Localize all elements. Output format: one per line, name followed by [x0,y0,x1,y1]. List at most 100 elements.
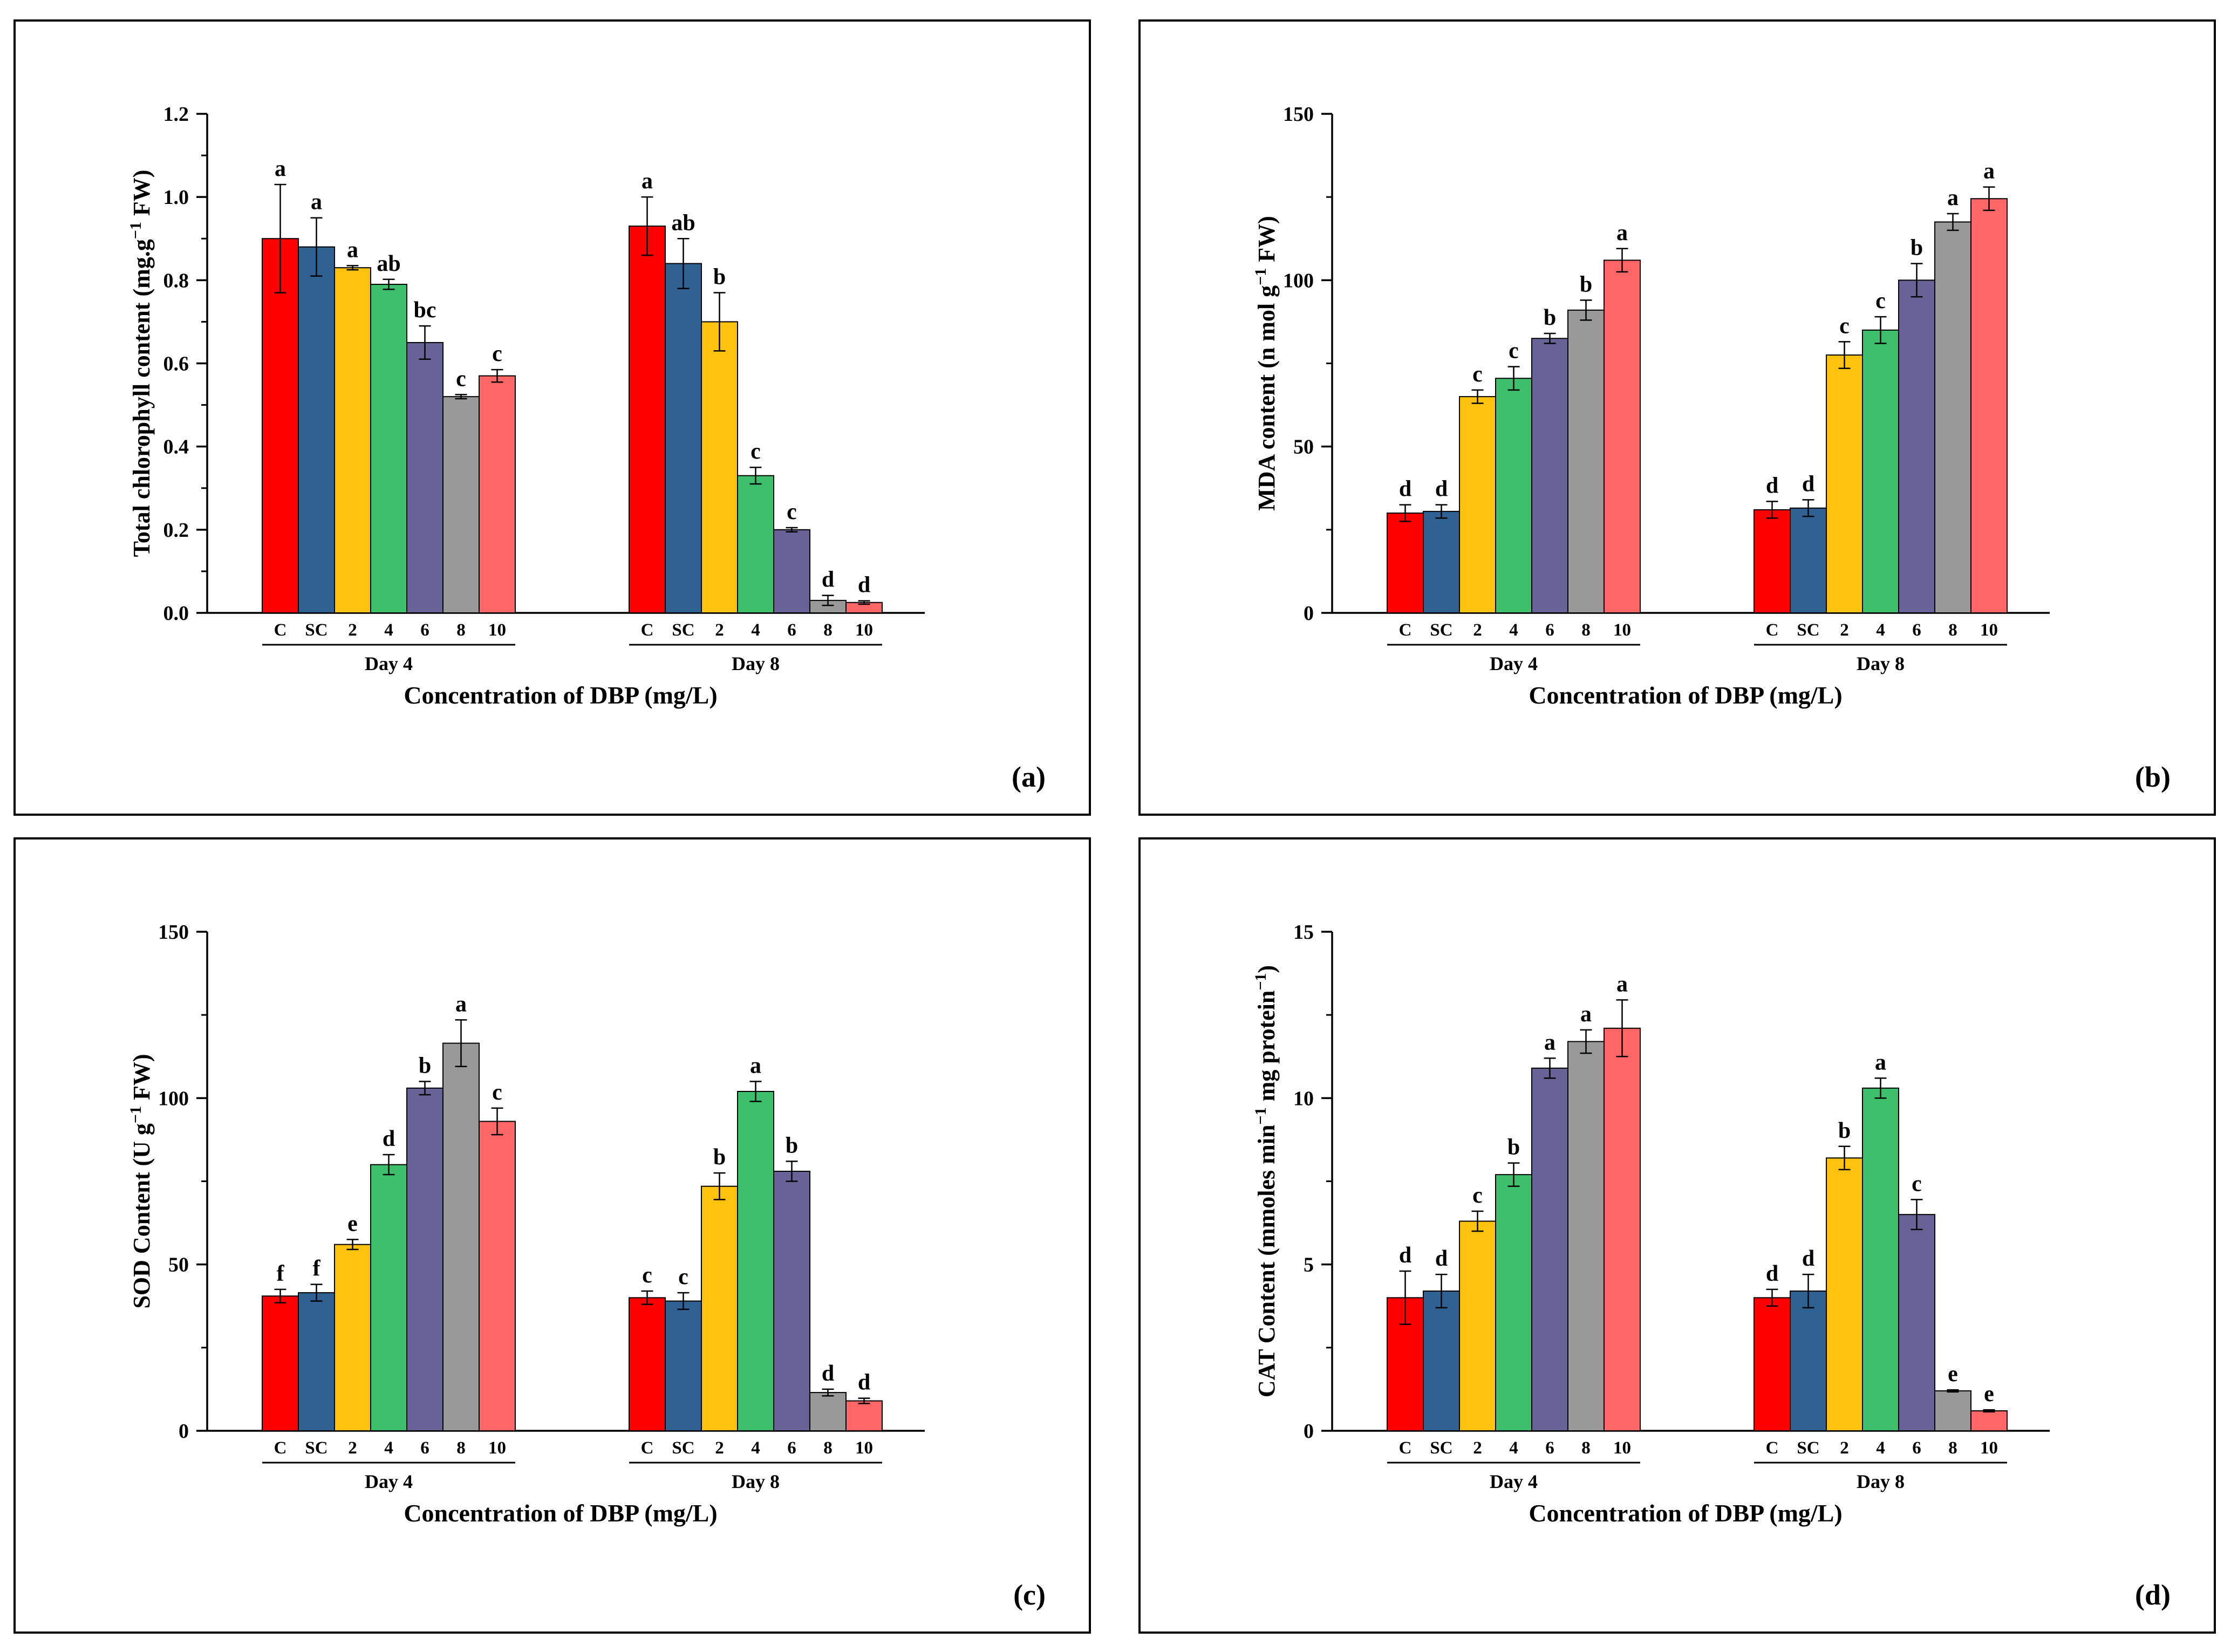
bar-day8-6 [773,1171,810,1431]
bar-day8-2 [1826,354,1863,613]
significance-letter: a [1544,1030,1555,1055]
x-tick-label: 10 [1613,620,1631,640]
x-axis-label: Concentration of DBP (mg/L) [404,681,717,709]
significance-letter: a [1947,186,1959,210]
x-tick-label: 10 [488,1438,506,1458]
y-tick-label: 1.2 [163,103,189,126]
bar-day8-10 [1970,198,2008,613]
x-axis-label: Concentration of DBP (mg/L) [1529,681,1842,709]
group-label: Day 4 [365,653,413,674]
significance-letter: a [275,156,286,181]
significance-letter: c [642,1263,652,1288]
bar-day8-6 [773,529,810,613]
x-tick-label: 2 [1473,1438,1482,1458]
bar-day8-6 [1898,1214,1935,1432]
y-tick-label: 50 [1293,436,1314,459]
x-tick-label: 10 [1613,1438,1631,1458]
bar-day4-8 [442,396,480,614]
x-tick-label: C [641,1438,654,1458]
significance-letter: d [1435,477,1448,502]
x-tick-label: SC [1797,1438,1819,1458]
significance-letter: ab [377,251,400,276]
y-axis-label: MDA content (n mol g−1 FW) [1252,216,1280,511]
bar-day4-10 [479,1121,516,1431]
significance-letter: c [492,342,502,366]
significance-letter: c [678,1265,688,1289]
x-tick-label: 6 [787,1438,796,1458]
x-tick-label: SC [672,620,694,640]
bar-day4-4 [370,284,407,613]
bar-day4-sc [298,246,335,613]
x-tick-label: 8 [1581,620,1591,640]
bar-day8-c [1754,509,1791,613]
significance-letter: e [1948,1362,1958,1387]
significance-letter: b [1838,1118,1851,1143]
group-label: Day 8 [732,653,780,674]
panel-label: (c) [1013,1579,1046,1611]
bar-day8-8 [1934,1390,1971,1431]
panel-frame [13,19,1091,816]
bar-day4-4 [1495,1174,1532,1432]
y-tick-label: 5 [1304,1254,1314,1276]
group-label: Day 8 [1857,1471,1905,1492]
significance-letter: b [419,1054,431,1078]
x-tick-label: 8 [456,1438,466,1458]
x-tick-label: 6 [787,620,796,640]
bar-day8-4 [1862,1087,1899,1432]
y-tick-label: 0 [179,1420,189,1443]
x-tick-label: C [641,620,654,640]
x-tick-label: 4 [1876,1438,1885,1458]
significance-letter: d [822,1361,834,1386]
panel-label: (a) [1012,761,1046,793]
x-tick-label: SC [672,1438,694,1458]
bar-day4-10 [1604,260,1641,614]
bar-day4-sc [1423,510,1460,614]
significance-letter: d [1766,473,1778,498]
x-tick-label: 4 [1876,620,1885,640]
x-tick-label: 2 [348,1438,357,1458]
significance-letter: b [786,1134,798,1158]
bar-day4-4 [370,1164,407,1432]
significance-letter: b [713,264,726,289]
x-tick-label: C [1399,1438,1412,1458]
bar-day4-6 [406,342,444,613]
y-axis-label: SOD Content (U g−1 FW) [127,1054,155,1308]
group-label: Day 4 [1490,1471,1538,1492]
x-tick-label: 2 [715,1438,724,1458]
x-tick-label: C [1766,620,1779,640]
significance-letter: b [1580,272,1592,297]
x-tick-label: 2 [1840,620,1849,640]
x-tick-label: 6 [420,1438,429,1458]
significance-letter: d [383,1127,395,1151]
x-tick-label: 4 [384,1438,393,1458]
significance-letter: c [1875,289,1886,313]
significance-letter: a [1616,221,1628,245]
panel-frame [1138,837,2216,1634]
y-tick-label: 15 [1293,921,1314,944]
y-tick-label: 1.0 [163,186,189,209]
panel-label: (d) [2135,1579,2171,1611]
x-tick-label: 4 [751,1438,760,1458]
bar-day4-sc [298,1292,335,1431]
significance-letter: d [1802,472,1814,496]
bar-day8-sc [665,1300,702,1431]
significance-letter: a [1616,972,1628,996]
x-tick-label: 10 [1980,620,1998,640]
bar-day4-6 [1531,338,1568,613]
significance-letter: c [751,439,761,464]
bar-day4-2 [334,267,371,614]
group-label: Day 8 [732,1471,780,1492]
significance-letter: d [1435,1246,1448,1271]
significance-letter: d [858,573,870,598]
x-tick-label: 8 [456,620,466,640]
x-tick-label: 10 [855,620,873,640]
significance-letter: c [1912,1171,1922,1196]
significance-letter: a [1875,1050,1886,1075]
x-axis-label: Concentration of DBP (mg/L) [1529,1499,1842,1527]
bar-day8-10 [1970,1410,2008,1431]
significance-letter: a [1580,1002,1592,1027]
bar-day4-2 [1459,396,1496,614]
significance-letter: a [750,1054,761,1078]
group-label: Day 4 [1490,653,1538,674]
